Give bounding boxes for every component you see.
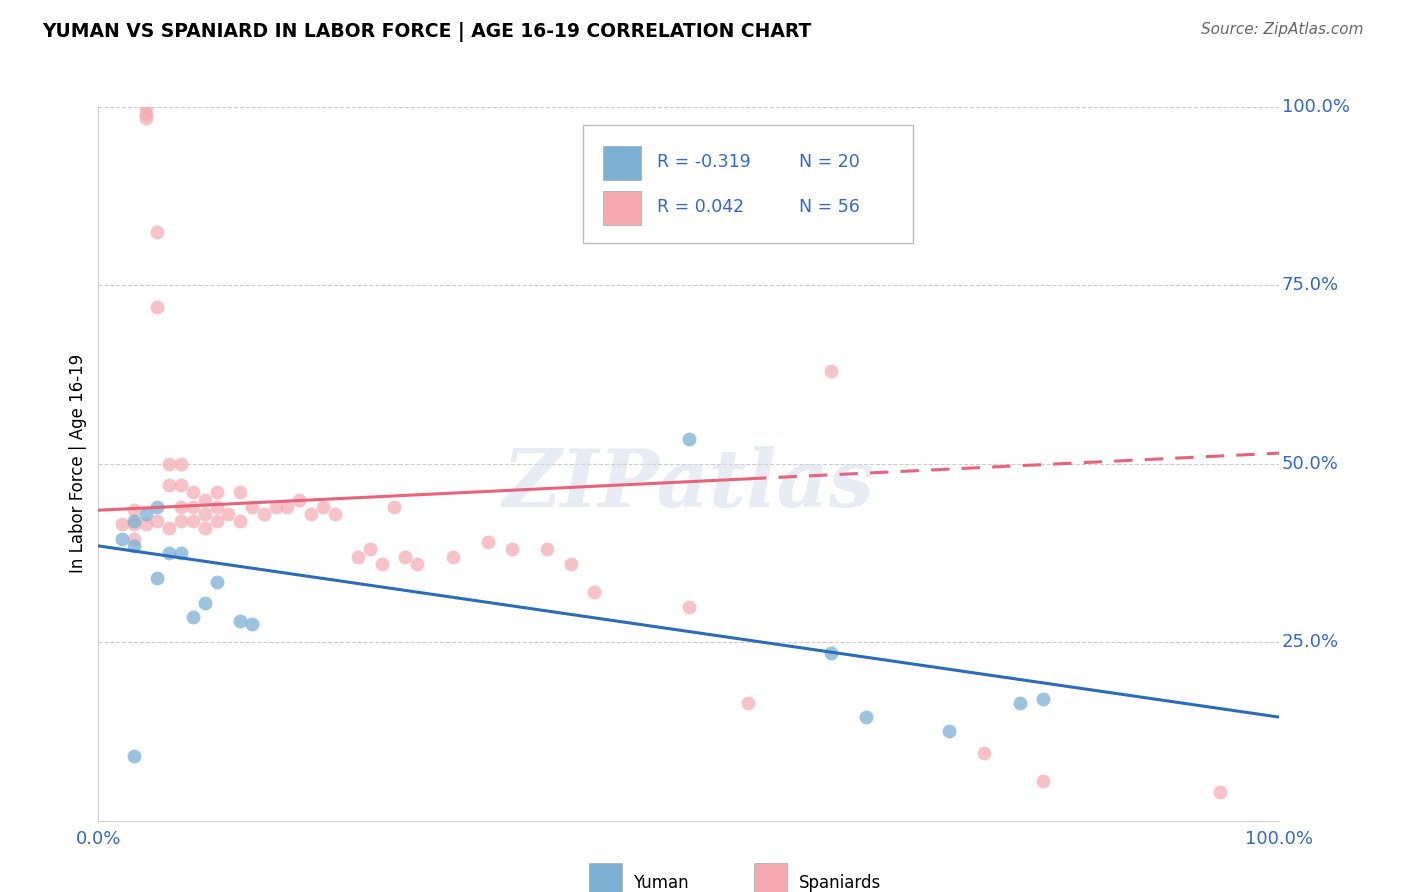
- Text: N = 20: N = 20: [799, 153, 859, 171]
- Point: [560, 557, 582, 571]
- Point: [205, 574, 228, 589]
- Point: [135, 100, 157, 114]
- Point: [170, 457, 193, 471]
- Point: [477, 535, 499, 549]
- Point: [181, 610, 204, 624]
- Point: [181, 514, 204, 528]
- Point: [122, 532, 145, 546]
- Point: [1032, 692, 1054, 706]
- Text: Yuman: Yuman: [634, 874, 689, 892]
- Point: [406, 557, 429, 571]
- Text: YUMAN VS SPANIARD IN LABOR FORCE | AGE 16-19 CORRELATION CHART: YUMAN VS SPANIARD IN LABOR FORCE | AGE 1…: [42, 22, 811, 42]
- Point: [181, 500, 204, 514]
- Point: [205, 500, 228, 514]
- Text: ZIPatlas: ZIPatlas: [503, 447, 875, 524]
- Point: [394, 549, 416, 564]
- Point: [583, 585, 606, 599]
- Text: N = 56: N = 56: [799, 198, 859, 216]
- Point: [111, 532, 134, 546]
- Point: [820, 646, 842, 660]
- Point: [501, 542, 523, 557]
- Point: [299, 507, 322, 521]
- Point: [122, 503, 145, 517]
- Point: [157, 457, 180, 471]
- Point: [371, 557, 394, 571]
- Point: [157, 521, 180, 535]
- Text: 75.0%: 75.0%: [1282, 277, 1339, 294]
- Point: [288, 492, 311, 507]
- Point: [312, 500, 335, 514]
- Point: [122, 517, 145, 532]
- Text: 50.0%: 50.0%: [1282, 455, 1339, 473]
- Point: [170, 500, 193, 514]
- Point: [146, 571, 169, 585]
- Point: [359, 542, 381, 557]
- Point: [536, 542, 558, 557]
- Point: [170, 478, 193, 492]
- Point: [146, 300, 169, 314]
- Point: [146, 500, 169, 514]
- Point: [205, 485, 228, 500]
- Point: [855, 710, 877, 724]
- Point: [217, 507, 239, 521]
- Point: [382, 500, 405, 514]
- Point: [323, 507, 346, 521]
- Point: [194, 596, 217, 610]
- Point: [229, 485, 252, 500]
- Point: [157, 478, 180, 492]
- Point: [820, 364, 842, 378]
- Point: [276, 500, 298, 514]
- Point: [264, 500, 287, 514]
- Point: [737, 696, 759, 710]
- Point: [938, 724, 960, 739]
- Point: [111, 517, 134, 532]
- Point: [1008, 696, 1031, 710]
- FancyBboxPatch shape: [589, 863, 621, 892]
- Text: Spaniards: Spaniards: [799, 874, 882, 892]
- Point: [122, 539, 145, 553]
- Point: [678, 599, 700, 614]
- FancyBboxPatch shape: [603, 145, 641, 180]
- FancyBboxPatch shape: [754, 863, 787, 892]
- Point: [229, 514, 252, 528]
- Point: [157, 546, 180, 560]
- Point: [194, 492, 217, 507]
- FancyBboxPatch shape: [603, 191, 641, 225]
- Text: R = 0.042: R = 0.042: [657, 198, 744, 216]
- Point: [194, 507, 217, 521]
- Point: [347, 549, 370, 564]
- Point: [253, 507, 276, 521]
- Point: [122, 514, 145, 528]
- Point: [1032, 774, 1054, 789]
- Point: [205, 514, 228, 528]
- Text: 25.0%: 25.0%: [1282, 633, 1339, 651]
- Text: R = -0.319: R = -0.319: [657, 153, 751, 171]
- Y-axis label: In Labor Force | Age 16-19: In Labor Force | Age 16-19: [69, 354, 87, 574]
- Point: [229, 614, 252, 628]
- Point: [170, 546, 193, 560]
- Point: [678, 432, 700, 446]
- Text: Source: ZipAtlas.com: Source: ZipAtlas.com: [1201, 22, 1364, 37]
- Point: [181, 485, 204, 500]
- Point: [973, 746, 995, 760]
- Point: [146, 225, 169, 239]
- Point: [135, 517, 157, 532]
- Point: [194, 521, 217, 535]
- Point: [135, 111, 157, 125]
- FancyBboxPatch shape: [582, 125, 914, 243]
- Point: [441, 549, 464, 564]
- Point: [135, 507, 157, 521]
- Point: [170, 514, 193, 528]
- Point: [240, 617, 263, 632]
- Point: [146, 514, 169, 528]
- Point: [135, 107, 157, 121]
- Point: [240, 500, 263, 514]
- Text: 100.0%: 100.0%: [1282, 98, 1350, 116]
- Point: [1209, 785, 1232, 799]
- Point: [122, 749, 145, 764]
